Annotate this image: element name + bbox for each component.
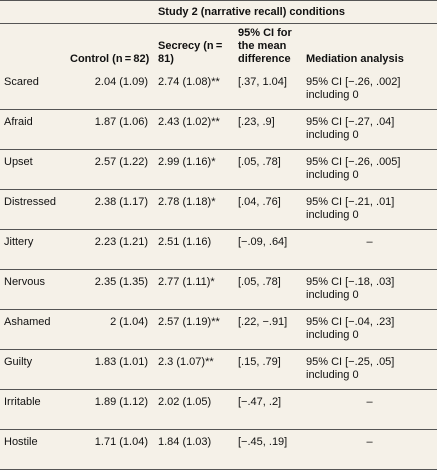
row-label: Irritable	[0, 389, 66, 430]
cell-line: 95% CI [−.18, .03]	[306, 276, 395, 288]
cell: 2.57 (1.19)**	[154, 309, 234, 350]
cell: [.15, .79]	[234, 349, 302, 390]
corner	[0, 24, 66, 71]
cell: 2.51 (1.16)	[154, 229, 234, 270]
row-label: Upset	[0, 149, 66, 190]
table-row: Scared 2.04 (1.09) 2.74 (1.08)** [.37, 1.04…	[0, 70, 437, 110]
row-label: Nervous	[0, 269, 66, 310]
cell-line: including 0	[306, 209, 359, 221]
row-label: Guilty	[0, 349, 66, 390]
table-row: Ashamed 2 (1.04) 2.57 (1.19)** [.22, −.91] 9…	[0, 309, 437, 350]
table-row: Upset 2.57 (1.22) 2.99 (1.16)* [.05, .78] 95…	[0, 149, 437, 190]
cell: [.23, .9]	[234, 109, 302, 150]
cell: 2.02 (1.05)	[154, 389, 234, 430]
cell: [−.45, .19]	[234, 429, 302, 470]
column-header: Control (n = 82)	[70, 53, 150, 65]
cell: [.04, .76]	[234, 189, 302, 230]
row-label: Scared	[4, 76, 39, 88]
cell-line: including 0	[306, 289, 359, 301]
cell: [.22, −.91]	[234, 309, 302, 350]
row-label: Ashamed	[0, 309, 66, 350]
cell: 2.74 (1.08)**	[158, 76, 220, 88]
table-row: Afraid 1.87 (1.06) 2.43 (1.02)** [.23, .9] 9…	[0, 109, 437, 150]
cell: –	[302, 229, 437, 270]
cell: 95% CI [−.04, .23] including 0	[302, 309, 437, 350]
cell: 1.84 (1.03)	[154, 429, 234, 470]
table-row: Irritable 1.89 (1.12) 2.02 (1.05) [−.47, .2…	[0, 389, 437, 430]
cell: –	[302, 389, 437, 430]
cell: 95% CI [−.26, .005] including 0	[302, 149, 437, 190]
row-label: Distressed	[0, 189, 66, 230]
cell: 2.78 (1.18)*	[154, 189, 234, 230]
cell: 1.87 (1.06)	[66, 109, 154, 150]
row-label: Afraid	[0, 109, 66, 150]
column-header: Secrecy (n = 81)	[158, 40, 225, 65]
cell: 1.83 (1.01)	[66, 349, 154, 390]
cell: 95% CI [−.25, .05] including 0	[302, 349, 437, 390]
column-header: Mediation analysis	[306, 53, 404, 65]
cell-line: 95% CI [−.27, .04]	[306, 116, 395, 128]
cell: –	[302, 429, 437, 470]
corner	[0, 0, 66, 24]
cell: 2.38 (1.17)	[66, 189, 154, 230]
cell-line: including 0	[306, 169, 359, 181]
cell: [.05, .78]	[234, 269, 302, 310]
cell-line: including 0	[306, 369, 359, 381]
cell: 95% CI [−.21, .01] including 0	[302, 189, 437, 230]
cell: 95% CI [−.26, .002] including 0	[302, 70, 437, 110]
cell: 2.99 (1.16)*	[154, 149, 234, 190]
cell: 95% CI [−.27, .04] including 0	[302, 109, 437, 150]
table-row: Hostile 1.71 (1.04) 1.84 (1.03) [−.45, .19]…	[0, 429, 437, 470]
table-caption: Study 2 (narrative recall) conditions	[66, 0, 437, 24]
cell: 2.3 (1.07)**	[154, 349, 234, 390]
cell: 2.57 (1.22)	[66, 149, 154, 190]
row-label: Hostile	[0, 429, 66, 470]
cell-line: including 0	[306, 329, 359, 341]
cell-line: 95% CI [−.21, .01]	[306, 196, 395, 208]
table-row: Nervous 2.35 (1.35) 2.77 (1.11)* [.05, .78]…	[0, 269, 437, 310]
cell: 95% CI [−.18, .03] including 0	[302, 269, 437, 310]
row-label: Jittery	[0, 229, 66, 270]
cell-line: including 0	[306, 129, 359, 141]
cell: 1.89 (1.12)	[66, 389, 154, 430]
cell: [−.47, .2]	[234, 389, 302, 430]
cell: 2.77 (1.11)*	[154, 269, 234, 310]
cell: 2 (1.04)	[66, 309, 154, 350]
cell: 2.04 (1.09)	[94, 76, 148, 88]
cell-line: 95% CI [−.04, .23]	[306, 316, 395, 328]
cell-line: including 0	[306, 89, 359, 101]
cell-line: 95% CI [−.25, .05]	[306, 356, 395, 368]
cell: [−.09, .64]	[234, 229, 302, 270]
column-header: 95% CI for the mean difference	[238, 27, 292, 65]
cell: [.37, 1.04]	[238, 76, 287, 88]
cell-line: 95% CI [−.26, .002]	[306, 76, 401, 88]
table-row: Jittery 2.23 (1.21) 2.51 (1.16) [−.09, .64]…	[0, 229, 437, 270]
cell-line: 95% CI [−.26, .005]	[306, 156, 401, 168]
cell: 2.43 (1.02)**	[154, 109, 234, 150]
cell: [.05, .78]	[234, 149, 302, 190]
cell: 2.35 (1.35)	[66, 269, 154, 310]
cell: 1.71 (1.04)	[66, 429, 154, 470]
table-row: Distressed 2.38 (1.17) 2.78 (1.18)* [.04, .…	[0, 189, 437, 230]
table-row: Guilty 1.83 (1.01) 2.3 (1.07)** [.15, .79] 9…	[0, 349, 437, 390]
cell: 2.23 (1.21)	[66, 229, 154, 270]
